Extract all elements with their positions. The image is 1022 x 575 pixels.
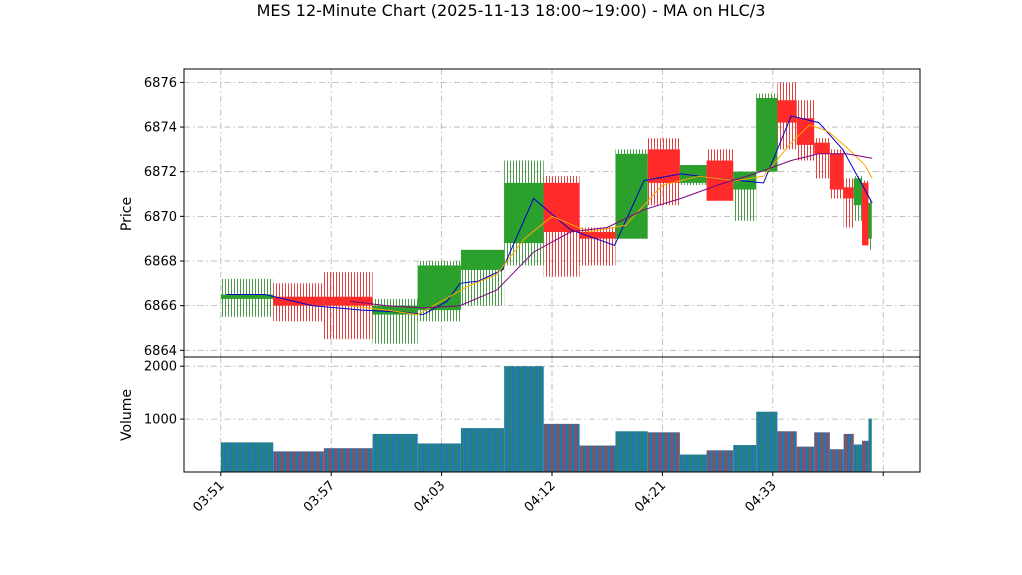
price-tick-label: 6876: [144, 76, 177, 91]
volume-bar: [796, 446, 815, 472]
price-y-axis: 6864 6866 6868 6870 6872 6874 6876: [144, 76, 184, 359]
volume-bar: [504, 366, 544, 472]
price-tick-label: 6870: [144, 210, 177, 225]
volume-bar: [615, 431, 648, 472]
volume-bar: [706, 450, 734, 472]
volume-bar: [733, 445, 757, 472]
volume-bar: [417, 443, 461, 472]
volume-bar: [756, 411, 778, 472]
candle-body: [853, 178, 863, 206]
x-tick-label: 03:51: [191, 478, 228, 515]
candle-body: [460, 249, 505, 270]
candles: [220, 82, 872, 344]
x-tick-label: 04:33: [743, 478, 780, 515]
x-axis: 03:51 03:57 04:03 04:12 04:21 04:33: [191, 472, 884, 515]
price-tick-label: 6864: [144, 344, 177, 359]
volume-axis-label: Volume: [119, 389, 135, 441]
candle-body: [543, 182, 580, 232]
candle-body: [868, 202, 872, 239]
candle-body: [777, 100, 797, 123]
candle-body: [706, 160, 734, 201]
ma-line-1: [226, 115, 873, 316]
volume-bar: [853, 444, 863, 472]
volume-bar: [543, 423, 580, 472]
volume-bar: [579, 445, 616, 472]
volume-bar: [843, 433, 854, 472]
candle-body: [323, 296, 373, 306]
x-tick-label: 04:03: [411, 478, 448, 515]
volume-bar: [829, 449, 844, 472]
price-tick-label: 6866: [144, 299, 177, 314]
volume-tick-label: 2000: [144, 360, 177, 375]
candle-body: [756, 98, 778, 172]
x-tick-label: 04:12: [522, 478, 559, 515]
candle-body: [417, 265, 461, 311]
candle-body: [504, 182, 544, 244]
volume-bar: [862, 440, 869, 472]
volume-bar: [679, 454, 707, 472]
moving-averages: [226, 115, 873, 316]
candle-body: [796, 118, 815, 145]
candle-wick: [843, 178, 854, 228]
volume-bar: [460, 428, 505, 472]
price-tick-label: 6868: [144, 255, 177, 270]
volume-bar: [868, 418, 872, 472]
candle-body: [220, 294, 274, 299]
candle-body: [679, 165, 707, 183]
chart-title: MES 12-Minute Chart (2025-11-13 18:00~19…: [257, 1, 766, 20]
candle-body: [829, 153, 844, 190]
candle-body: [862, 182, 869, 246]
price-tick-label: 6872: [144, 165, 177, 180]
volume-y-axis: 1000 2000: [144, 360, 184, 428]
volume-bar: [814, 432, 830, 472]
candle-body: [372, 305, 418, 315]
candle-body: [579, 231, 616, 239]
ma-line-3: [349, 153, 873, 309]
candle-body: [814, 142, 830, 154]
price-tick-label: 6874: [144, 121, 177, 136]
volume-bar: [647, 432, 680, 472]
price-axis-label: Price: [119, 197, 135, 231]
x-tick-label: 04:21: [632, 478, 669, 515]
candle-body: [843, 187, 854, 199]
volume-bar: [220, 442, 274, 472]
volume-bars: [220, 366, 872, 472]
volume-bar: [323, 448, 373, 472]
candle-body: [647, 149, 680, 183]
volume-bar: [273, 451, 324, 472]
ma-line-2: [349, 124, 873, 316]
volume-bar: [777, 431, 797, 472]
candle-body: [273, 296, 324, 306]
volume-bar: [372, 433, 418, 472]
x-tick-label: 03:57: [301, 478, 338, 515]
volume-tick-label: 1000: [144, 413, 177, 428]
candle-body: [615, 153, 648, 239]
